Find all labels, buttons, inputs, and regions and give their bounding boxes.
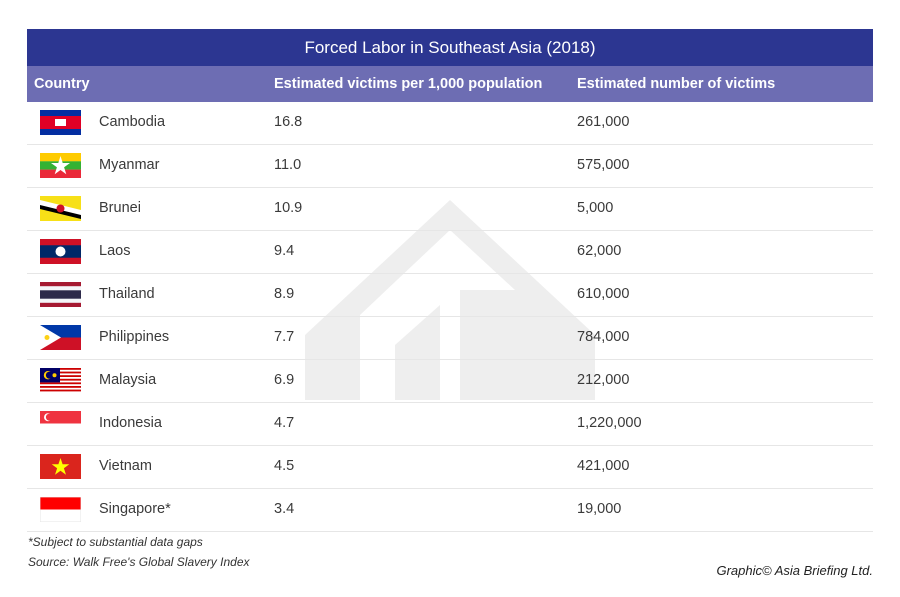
laos-flag-icon [40,239,81,264]
victims-count: 421,000 [577,458,630,474]
victims-per-1000: 4.7 [274,415,295,431]
footnote-data-gaps: *Subject to substantial data gaps [28,535,203,549]
cambodia-flag-icon [40,110,81,135]
victims-per-1000: 7.7 [274,329,295,345]
victims-per-1000: 3.4 [274,501,295,517]
country-name: Malaysia [99,372,157,388]
table-body: Cambodia 16.8 261,000 Myanmar 11.0 575,000 Bru… [27,102,873,532]
vietnam-flag-icon [40,454,81,479]
header-rate: Estimated victims per 1,000 population [274,76,543,92]
graphic-credit: Graphic© Asia Briefing Ltd. [716,563,873,578]
footnote-source: Source: Walk Free's Global Slavery Index [28,555,250,569]
victims-per-1000: 16.8 [274,114,303,130]
country-name: Philippines [99,329,170,345]
victims-per-1000: 6.9 [274,372,295,388]
country-name: Cambodia [99,114,166,130]
victims-count: 19,000 [577,501,622,517]
table-row: Indonesia 4.7 1,220,000 [27,403,873,446]
victims-per-1000: 10.9 [274,200,303,216]
table-row: Thailand 8.9 610,000 [27,274,873,317]
country-name: Laos [99,243,131,259]
victims-count: 1,220,000 [577,415,642,431]
victims-count: 62,000 [577,243,622,259]
malaysia-flag-icon [40,368,81,393]
country-name: Singapore* [99,501,171,517]
singapore-flag-icon [40,411,81,436]
indonesia-flag-icon [40,497,81,522]
table-row: Philippines 7.7 784,000 [27,317,873,360]
header-victims: Estimated number of victims [577,76,776,92]
victims-per-1000: 11.0 [274,157,302,173]
country-name: Brunei [99,200,141,216]
myanmar-flag-icon [40,153,81,178]
thailand-flag-icon [40,282,81,307]
country-name: Thailand [99,286,155,302]
victims-per-1000: 8.9 [274,286,295,302]
forced-labor-table: Forced Labor in Southeast Asia (2018) Co… [27,29,873,532]
table-row: Cambodia 16.8 261,000 [27,102,873,145]
brunei-flag-icon [40,196,81,221]
victims-count: 212,000 [577,372,630,388]
header-row: Country Estimated victims per 1,000 popu… [27,66,873,102]
table-row: Myanmar 11.0 575,000 [27,145,873,188]
table-row: Malaysia 6.9 212,000 [27,360,873,403]
philippines-flag-icon [40,325,81,350]
table-row: Brunei 10.9 5,000 [27,188,873,231]
victims-per-1000: 9.4 [274,243,295,259]
table-title: Forced Labor in Southeast Asia (2018) [27,29,873,66]
table-row: Vietnam 4.5 421,000 [27,446,873,489]
country-name: Indonesia [99,415,162,431]
table-row: Singapore* 3.4 19,000 [27,489,873,532]
victims-count: 261,000 [577,114,630,130]
victims-count: 5,000 [577,200,614,216]
table-row: Laos 9.4 62,000 [27,231,873,274]
victims-count: 575,000 [577,157,630,173]
header-country: Country [34,76,90,92]
country-name: Myanmar [99,157,160,173]
victims-count: 784,000 [577,329,630,345]
victims-per-1000: 4.5 [274,458,295,474]
country-name: Vietnam [99,458,152,474]
victims-count: 610,000 [577,286,630,302]
